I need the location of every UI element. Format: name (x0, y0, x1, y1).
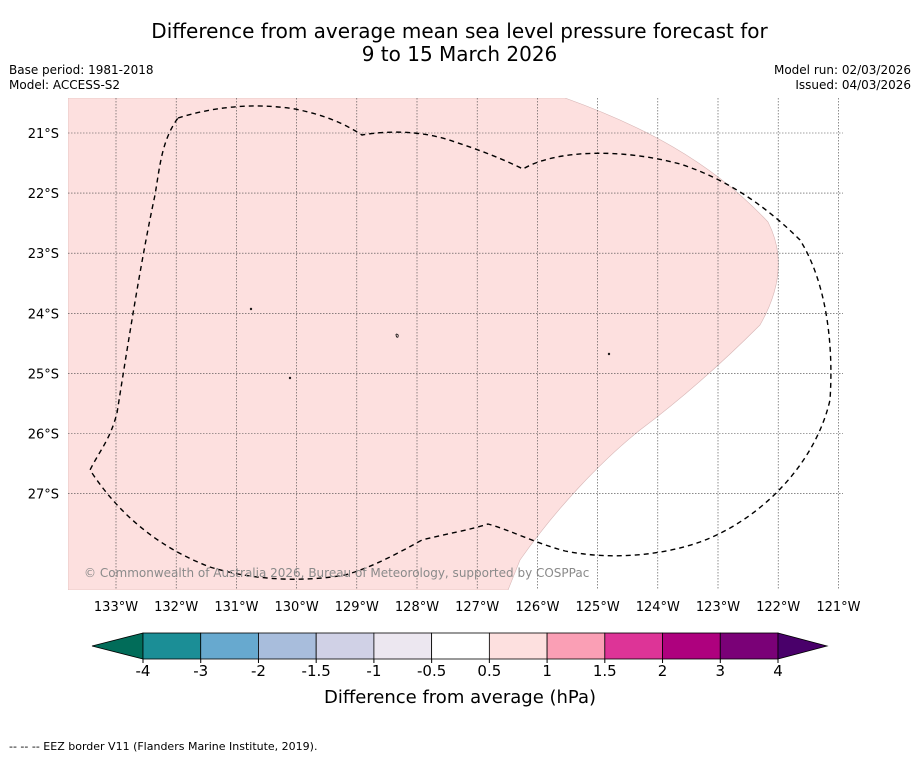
colorbar-tick-label: -2 (251, 662, 266, 680)
colorbar-segment (258, 632, 317, 660)
colorbar-tick-label: 2 (658, 662, 668, 680)
colorbar-segment (662, 632, 721, 660)
longitude-label: 124°W (636, 600, 680, 615)
colorbar-label: Difference from average (hPa) (324, 687, 596, 708)
longitude-label: 133°W (94, 600, 138, 615)
model-run: Model run: 02/03/2026 (773, 63, 911, 77)
latitude-label: 22°S (28, 187, 59, 202)
colorbar-tick-label: 1.5 (593, 662, 617, 680)
colorbar-segment (142, 632, 202, 660)
colorbar-tick-label: -4 (136, 662, 151, 680)
longitude-label: 130°W (275, 600, 319, 615)
eez-legend-note: -- -- -- EEZ border V11 (Flanders Marine… (9, 740, 318, 753)
longitude-label: 131°W (214, 600, 258, 615)
model-name: Model: ACCESS-S2 (9, 78, 121, 92)
colorbar-segment (488, 632, 548, 660)
latitude-label: 25°S (28, 367, 59, 382)
colorbar-segment (604, 632, 663, 660)
longitude-label: 125°W (576, 600, 620, 615)
longitude-label: 121°W (816, 600, 860, 615)
colorbar-segment (546, 632, 606, 660)
colorbar-segment (431, 632, 490, 660)
colorbar-tick-label: 0.5 (477, 662, 501, 680)
colorbar-tick-label: -3 (193, 662, 208, 680)
colorbar-tick-label: 1 (542, 662, 552, 680)
longitude-label: 127°W (455, 600, 499, 615)
copyright-note: © Commonwealth of Australia 2026, Bureau… (84, 566, 589, 580)
colorbar-tick-label: -1.5 (302, 662, 331, 680)
colorbar: -4 -3 -2 -1.5 -1 -0.5 0.5 1 1.5 2 3 4 Difference fr… (91, 632, 829, 708)
small-islands (249, 307, 611, 380)
longitude-label: 123°W (696, 600, 740, 615)
colorbar-tick-label: 4 (773, 662, 783, 680)
colorbar-segment (719, 632, 779, 660)
colorbar-segment (315, 632, 375, 660)
colorbar-tick-label: -0.5 (417, 662, 446, 680)
chart-title-line2: 9 to 15 March 2026 (361, 42, 558, 66)
longitude-label: 126°W (515, 600, 559, 615)
latitude-label: 27°S (28, 488, 59, 503)
colorbar-segment (200, 632, 259, 660)
longitude-label: 132°W (154, 600, 198, 615)
longitude-label: 129°W (335, 600, 379, 615)
graticule (68, 98, 843, 590)
latitude-label: 21°S (28, 127, 59, 142)
colorbar-under-arrow (91, 632, 144, 660)
colorbar-tick-label: -1 (366, 662, 381, 680)
latitude-label: 24°S (28, 307, 59, 322)
latitude-label: 23°S (28, 247, 59, 262)
latitude-label: 26°S (28, 428, 59, 443)
longitude-label: 122°W (756, 600, 800, 615)
longitude-label: 128°W (395, 600, 439, 615)
colorbar-tick-label: 3 (715, 662, 725, 680)
colorbar-over-arrow (777, 632, 829, 660)
issued-date: Issued: 04/03/2026 (795, 78, 911, 92)
eez-border (89, 105, 832, 580)
longitude-labels: 133°W 132°W 131°W 130°W 129°W 128°W 127°W 126°W… (94, 600, 861, 615)
forecast-map: © Commonwealth of Australia 2026, Bureau… (28, 98, 861, 615)
anomaly-region (68, 98, 779, 590)
colorbar-segment (373, 632, 433, 660)
chart-title-line1: Difference from average mean sea level p… (151, 19, 768, 43)
latitude-labels: 21°S 22°S 23°S 24°S 25°S 26°S 27°S (28, 127, 59, 503)
base-period: Base period: 1981-2018 (9, 63, 154, 77)
